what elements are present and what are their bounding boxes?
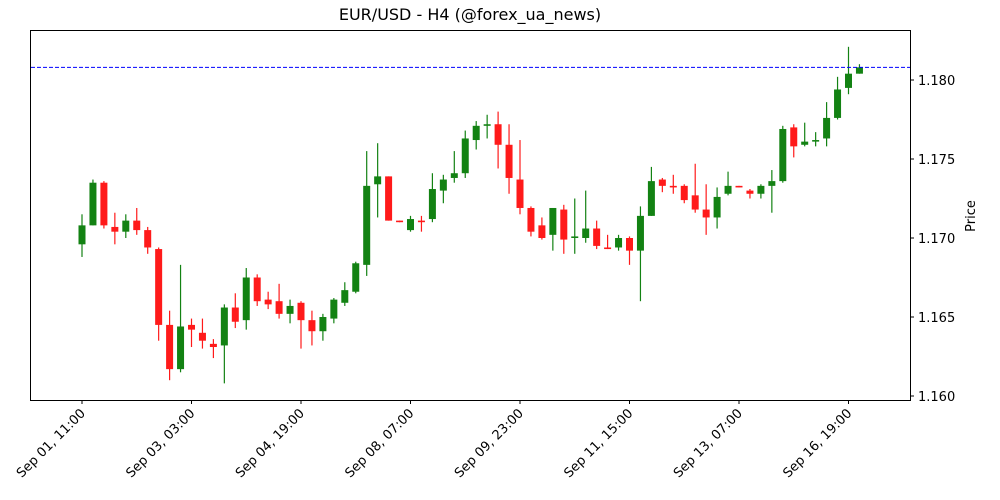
candle bbox=[768, 170, 776, 213]
candle bbox=[220, 304, 228, 384]
candle bbox=[505, 124, 513, 194]
x-axis: Sep 01, 11:00 Sep 03, 03:00 Sep 04, 19:00 S… bbox=[14, 400, 855, 481]
y-tick-label: 1.175 bbox=[918, 153, 955, 168]
candle bbox=[253, 274, 261, 306]
candles-group bbox=[78, 46, 863, 384]
candle bbox=[746, 189, 754, 199]
candle bbox=[724, 171, 732, 196]
y-tick-label: 1.160 bbox=[918, 390, 955, 405]
candle bbox=[582, 190, 590, 243]
candle bbox=[417, 215, 425, 232]
candle bbox=[845, 46, 852, 95]
chart-title: EUR/USD - H4 (@forex_ua_news) bbox=[338, 5, 602, 24]
candle bbox=[188, 318, 195, 348]
y-tick-label: 1.180 bbox=[918, 74, 955, 89]
x-tick-label: Sep 08, 07:00 bbox=[342, 406, 417, 481]
candle bbox=[177, 264, 185, 373]
candle bbox=[735, 185, 743, 188]
candle bbox=[560, 204, 568, 254]
candle bbox=[615, 234, 623, 251]
candle bbox=[363, 151, 371, 276]
candle bbox=[472, 121, 480, 150]
candle bbox=[571, 198, 579, 254]
candle bbox=[812, 132, 820, 147]
candle bbox=[275, 283, 283, 319]
candle bbox=[483, 114, 491, 139]
candle bbox=[286, 299, 294, 324]
candle bbox=[374, 143, 382, 218]
candle bbox=[155, 247, 163, 341]
candle bbox=[89, 179, 97, 226]
candle bbox=[680, 184, 688, 204]
x-tick-label: Sep 03, 03:00 bbox=[123, 406, 198, 481]
candle bbox=[636, 206, 644, 302]
candle bbox=[209, 339, 217, 359]
candle bbox=[516, 140, 524, 215]
candle bbox=[242, 268, 250, 330]
x-tick-label: Sep 01, 11:00 bbox=[14, 406, 89, 481]
y-tick-label: 1.170 bbox=[918, 232, 955, 247]
candle bbox=[549, 207, 557, 251]
candle bbox=[702, 184, 710, 235]
candle bbox=[100, 181, 108, 229]
y-axis: 1.160 1.165 1.170 1.175 1.180 bbox=[910, 74, 955, 405]
candle bbox=[450, 151, 458, 183]
candle bbox=[407, 215, 414, 232]
y-axis-title: Price bbox=[964, 200, 979, 232]
candle bbox=[855, 64, 863, 74]
candle bbox=[133, 207, 141, 235]
candle bbox=[352, 261, 360, 294]
candle bbox=[111, 212, 119, 245]
candle bbox=[691, 163, 699, 213]
candle bbox=[231, 293, 239, 329]
candle bbox=[779, 125, 787, 183]
plot-area-frame bbox=[30, 30, 911, 401]
candle bbox=[144, 226, 152, 254]
candle bbox=[604, 234, 612, 250]
candle bbox=[428, 173, 436, 223]
candle bbox=[669, 174, 677, 194]
candle bbox=[78, 214, 86, 257]
candle bbox=[461, 130, 469, 178]
candle bbox=[166, 310, 174, 381]
candle bbox=[626, 236, 633, 265]
candle bbox=[297, 301, 305, 349]
candle bbox=[801, 122, 809, 147]
candle bbox=[319, 313, 327, 341]
candle bbox=[834, 76, 842, 120]
candle bbox=[494, 111, 502, 169]
x-tick-label: Sep 11, 15:00 bbox=[561, 406, 636, 481]
candle bbox=[385, 176, 393, 221]
candle bbox=[198, 318, 206, 349]
candle bbox=[593, 220, 601, 250]
candle bbox=[757, 184, 765, 199]
candle bbox=[439, 174, 447, 204]
candle bbox=[647, 166, 655, 216]
candle bbox=[713, 187, 721, 229]
candle bbox=[396, 220, 404, 223]
candle bbox=[308, 310, 316, 346]
candle bbox=[264, 291, 272, 310]
candle bbox=[538, 217, 546, 240]
candle bbox=[658, 177, 666, 193]
candle bbox=[527, 206, 535, 237]
x-tick-label: Sep 04, 19:00 bbox=[233, 406, 308, 481]
candle bbox=[122, 214, 130, 238]
y-tick-label: 1.165 bbox=[918, 311, 955, 326]
x-tick-label: Sep 16, 19:00 bbox=[780, 406, 855, 481]
candle bbox=[330, 298, 338, 324]
candle bbox=[341, 282, 349, 306]
candle bbox=[790, 124, 798, 158]
x-tick-label: Sep 13, 07:00 bbox=[671, 406, 746, 481]
candle bbox=[823, 102, 831, 147]
x-tick-label: Sep 09, 23:00 bbox=[452, 406, 527, 481]
